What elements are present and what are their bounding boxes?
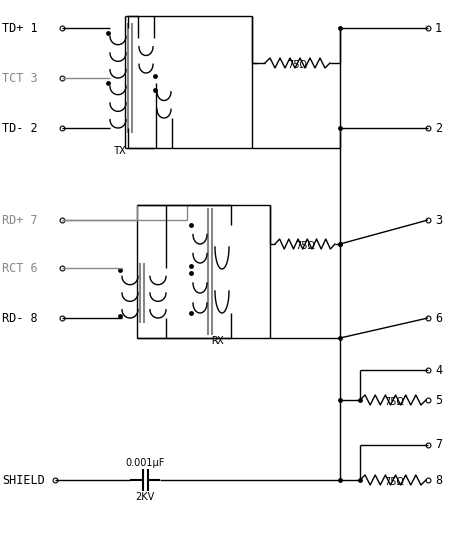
Text: 2: 2: [435, 122, 442, 135]
Text: TD+ 1: TD+ 1: [2, 21, 38, 34]
Text: RCT 6: RCT 6: [2, 262, 38, 274]
Text: SHIELD: SHIELD: [2, 473, 45, 487]
Text: 2KV: 2KV: [136, 492, 155, 502]
Text: 4: 4: [435, 363, 442, 376]
Text: TD- 2: TD- 2: [2, 122, 38, 135]
Text: 5: 5: [435, 393, 442, 406]
Text: 75Ω: 75Ω: [288, 60, 307, 70]
Text: 75Ω: 75Ω: [384, 397, 404, 407]
Text: RX: RX: [212, 336, 224, 346]
Text: 8: 8: [435, 473, 442, 487]
Text: RD- 8: RD- 8: [2, 311, 38, 324]
Text: TCT 3: TCT 3: [2, 71, 38, 85]
Text: 6: 6: [435, 311, 442, 324]
Text: 75Ω: 75Ω: [384, 477, 404, 487]
Text: 0.001μF: 0.001μF: [125, 458, 165, 468]
Text: 1: 1: [435, 21, 442, 34]
Text: 3: 3: [435, 213, 442, 227]
Text: TX: TX: [114, 146, 126, 156]
Text: 7: 7: [435, 438, 442, 451]
Text: RD+ 7: RD+ 7: [2, 213, 38, 227]
Text: 75Ω: 75Ω: [295, 241, 315, 251]
